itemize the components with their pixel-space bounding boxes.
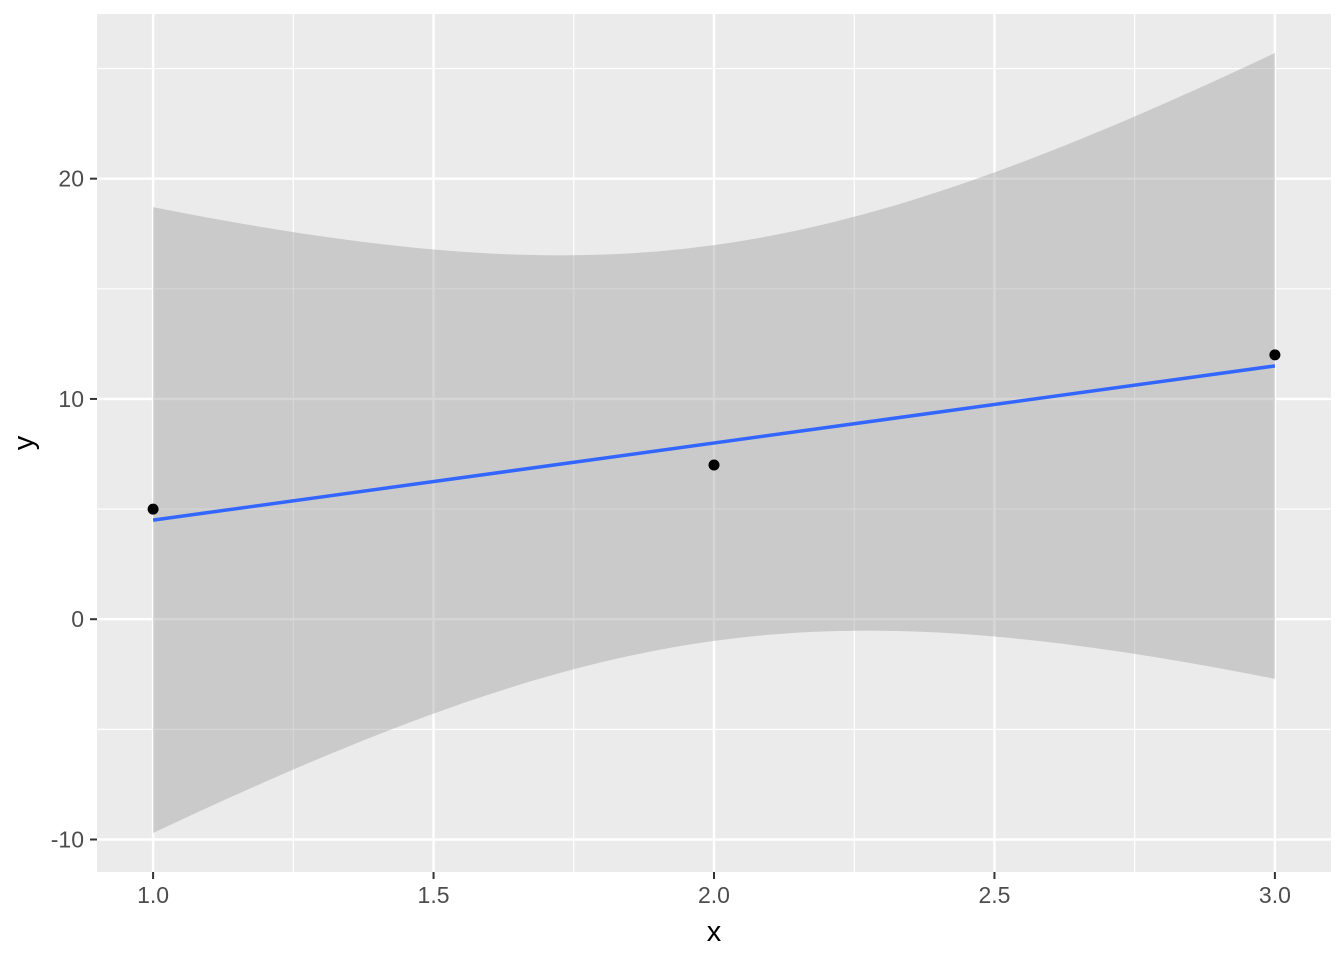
data-point [708,459,720,471]
axis-tick-marks [90,177,1276,879]
x-tick-label: 1.0 [137,882,169,908]
x-tick-label: 1.5 [418,882,450,908]
axis-tick-labels: 1.0 1.5 2.0 2.5 3.0 -10 0 10 20 [51,166,1291,908]
y-tick-label: 20 [58,166,84,192]
data-points [147,349,1281,515]
x-tick-label: 2.5 [978,882,1010,908]
y-tick-label: 10 [58,386,84,412]
data-point [1269,349,1281,361]
x-tick-label: 3.0 [1259,882,1291,908]
y-tick-label: 0 [71,606,84,632]
y-axis-title: y [8,435,40,450]
y-tick-label: -10 [51,826,84,852]
data-point [147,503,159,515]
x-axis-title: x [707,916,722,948]
regression-line [152,364,1276,522]
x-tick-label: 2.0 [698,882,730,908]
